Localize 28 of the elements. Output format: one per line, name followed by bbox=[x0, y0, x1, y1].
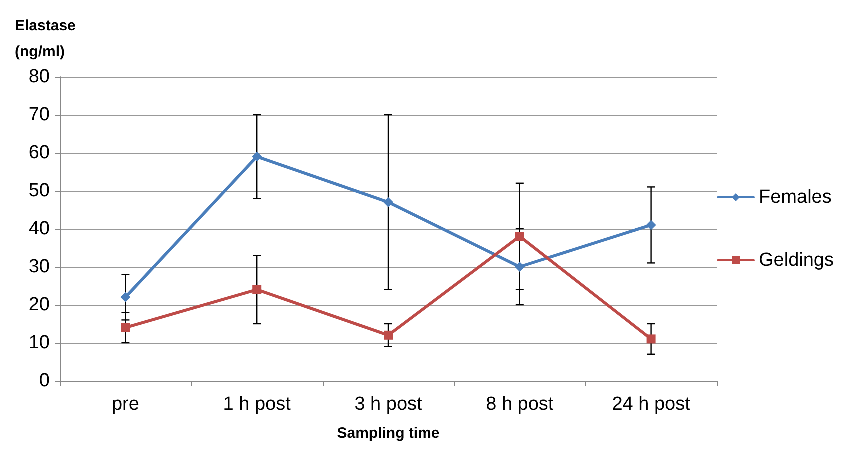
point bbox=[121, 323, 130, 332]
point bbox=[252, 152, 262, 162]
x-tick-label: 3 h post bbox=[354, 394, 424, 415]
y-tick-label: 0 bbox=[39, 370, 50, 392]
y-axis-title: Elastase (ng/ml) bbox=[15, 18, 76, 60]
y-tick-label: 30 bbox=[28, 256, 50, 278]
x-tick-label: 8 h post bbox=[486, 394, 554, 415]
point bbox=[384, 330, 393, 340]
x-tick-label: 1 h post bbox=[223, 394, 292, 415]
y-tick-label: 80 bbox=[28, 66, 50, 88]
y-tick-label: 60 bbox=[28, 142, 50, 164]
point bbox=[120, 292, 131, 302]
point bbox=[384, 197, 394, 208]
y-tick-label: 10 bbox=[28, 332, 50, 354]
point bbox=[514, 262, 525, 272]
y-tick-label: 20 bbox=[28, 294, 50, 316]
point bbox=[646, 220, 656, 230]
x-tick-label: 24 h post bbox=[612, 394, 692, 415]
x-tick-label: pre bbox=[112, 394, 140, 415]
point bbox=[646, 334, 656, 344]
point bbox=[515, 232, 524, 242]
legend-label: Geldings bbox=[759, 250, 834, 271]
y-tick-label: 70 bbox=[28, 104, 50, 126]
point bbox=[252, 285, 262, 294]
legend-label: Females bbox=[759, 187, 832, 208]
y-tick-label: 40 bbox=[28, 218, 50, 240]
y-tick-label: 50 bbox=[28, 180, 50, 202]
x-axis-title: Sampling time bbox=[337, 425, 440, 442]
